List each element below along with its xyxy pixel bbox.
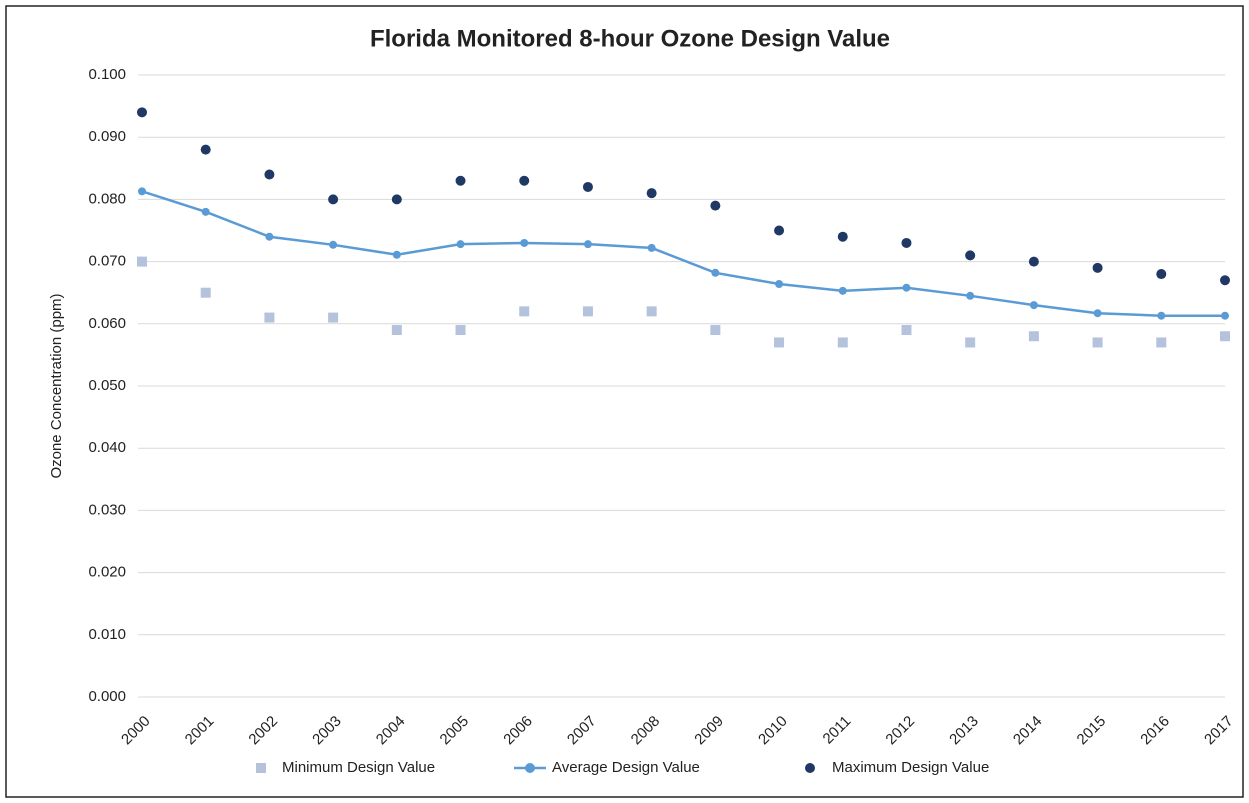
- marker: [1028, 256, 1039, 267]
- y-tick-label: 0.020: [88, 564, 126, 581]
- marker: [966, 291, 975, 300]
- marker: [774, 225, 785, 236]
- marker: [901, 237, 912, 248]
- marker: [582, 181, 593, 192]
- y-tick-label: 0.060: [88, 315, 126, 332]
- marker: [710, 200, 721, 211]
- y-tick-label: 0.010: [88, 626, 126, 643]
- marker: [902, 283, 911, 292]
- y-tick-label: 0.000: [88, 688, 126, 705]
- legend-label: Minimum Design Value: [282, 759, 435, 776]
- marker: [901, 325, 912, 336]
- marker: [837, 231, 848, 242]
- y-tick-label: 0.040: [88, 439, 126, 456]
- marker: [264, 169, 275, 180]
- y-tick-label: 0.080: [88, 190, 126, 207]
- marker: [1221, 311, 1229, 320]
- marker: [1220, 331, 1230, 342]
- marker: [1028, 331, 1039, 342]
- marker: [455, 175, 466, 186]
- marker: [264, 312, 275, 323]
- marker: [201, 207, 210, 216]
- marker: [520, 238, 529, 247]
- marker: [1092, 337, 1103, 348]
- marker: [200, 287, 211, 298]
- chart-title: Florida Monitored 8-hour Ozone Design Va…: [370, 25, 890, 52]
- marker: [1029, 301, 1038, 310]
- marker: [965, 337, 976, 348]
- marker: [775, 279, 784, 288]
- legend-label: Maximum Design Value: [832, 759, 989, 776]
- marker: [328, 312, 339, 323]
- marker: [519, 175, 530, 186]
- y-tick-label: 0.030: [88, 501, 126, 518]
- marker: [200, 144, 211, 155]
- marker: [391, 325, 402, 336]
- marker: [582, 306, 593, 317]
- marker: [328, 194, 339, 205]
- marker: [455, 325, 466, 336]
- y-tick-label: 0.090: [88, 128, 126, 145]
- marker: [646, 188, 657, 199]
- marker: [1220, 275, 1230, 286]
- marker: [1156, 269, 1167, 280]
- marker: [391, 194, 402, 205]
- marker: [138, 187, 146, 196]
- y-axis-label: Ozone Concentration (ppm): [48, 293, 65, 478]
- marker: [711, 268, 720, 277]
- marker: [392, 250, 401, 259]
- chart-border: [5, 5, 1244, 798]
- y-tick-label: 0.100: [88, 66, 126, 83]
- marker: [583, 240, 592, 249]
- marker: [1093, 309, 1102, 318]
- marker: [456, 240, 465, 249]
- legend-marker: [805, 763, 815, 773]
- marker: [137, 107, 147, 118]
- marker: [774, 337, 785, 348]
- marker: [965, 250, 976, 261]
- marker: [838, 286, 847, 295]
- marker: [329, 240, 338, 249]
- marker: [646, 306, 657, 317]
- legend-marker: [256, 763, 266, 773]
- marker: [265, 232, 274, 241]
- legend-label: Average Design Value: [552, 759, 700, 776]
- y-tick-label: 0.070: [88, 253, 126, 270]
- series-line: [141, 190, 1225, 317]
- y-tick-label: 0.050: [88, 377, 126, 394]
- marker: [837, 337, 848, 348]
- marker: [647, 243, 656, 252]
- marker: [1157, 311, 1166, 320]
- marker: [519, 306, 530, 317]
- marker: [710, 325, 721, 336]
- legend-marker: [525, 763, 535, 773]
- marker: [1156, 337, 1167, 348]
- marker: [137, 256, 147, 267]
- marker: [1092, 262, 1103, 273]
